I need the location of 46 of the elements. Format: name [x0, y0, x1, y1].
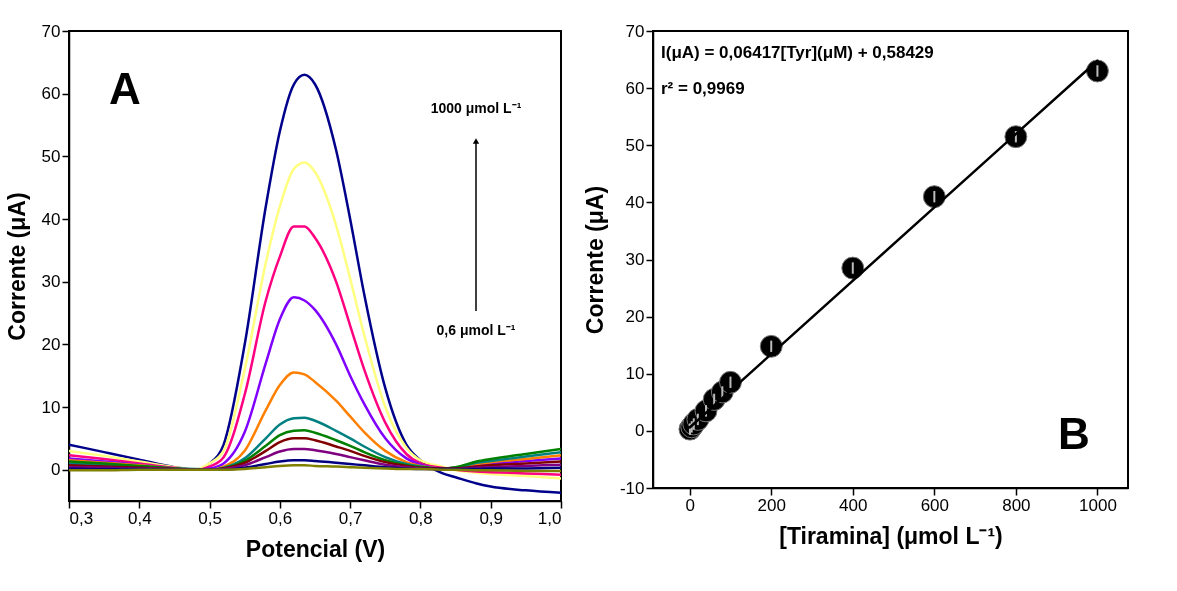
- x-tick-label: 600: [920, 495, 950, 515]
- y-tick-label: 50: [41, 146, 61, 166]
- y-tick-label: 10: [625, 364, 645, 384]
- x-tick-label: 200: [757, 495, 786, 515]
- y-tick-label: 30: [625, 250, 645, 269]
- x-tick-label: 0: [685, 495, 695, 515]
- y-axis-title: Corrente (μA): [581, 185, 608, 335]
- y-axis-title: Corrente (μA): [3, 192, 30, 341]
- annotation: 0,6 μmol L⁻¹: [436, 322, 516, 338]
- line-series: [69, 73, 561, 495]
- x-tick-label: 0,5: [198, 508, 222, 528]
- y-tick-label: -10: [619, 478, 645, 498]
- y-tick-label: 0: [635, 421, 645, 441]
- y-tick-label: 50: [625, 135, 645, 155]
- x-tick-label: 0,7: [338, 508, 363, 528]
- y-tick-label: 60: [625, 78, 645, 98]
- x-tick-label: 0,6: [268, 508, 293, 528]
- y-tick-label: 70: [625, 21, 645, 41]
- annotation: r² = 0,9969: [661, 79, 745, 98]
- y-tick-label: 20: [41, 334, 61, 354]
- y-tick-label: 60: [41, 84, 61, 104]
- x-tick-label: 0,8: [409, 508, 433, 528]
- y-tick-label: 30: [41, 272, 61, 292]
- line-series: [69, 161, 561, 480]
- x-tick-label: 1000: [1079, 495, 1117, 515]
- annotation: 1000 μmol L⁻¹: [430, 100, 522, 116]
- x-axis-title: Potencial (V): [245, 535, 386, 562]
- y-tick-label: 0: [51, 460, 61, 480]
- y-tick-label: 20: [625, 307, 645, 327]
- point: [922, 185, 946, 209]
- point: [1085, 59, 1109, 83]
- y-tick-label: 10: [41, 397, 61, 417]
- point: [841, 256, 865, 280]
- x-tick-label: 800: [1002, 495, 1031, 515]
- annotation: A: [109, 64, 141, 113]
- x-tick-label: 0,4: [127, 508, 152, 528]
- x-tick-label: 1,0: [537, 508, 562, 528]
- x-tick-label: 0,3: [69, 508, 94, 528]
- annotation: B: [1058, 409, 1090, 458]
- x-tick-label: 400: [839, 495, 868, 515]
- x-axis-title: [Tiramina] (μmol L⁻¹): [779, 522, 1003, 549]
- y-tick-label: 40: [41, 209, 61, 229]
- annotation: I(μA) = 0,06417[Tyr](μM) + 0,58429: [661, 43, 934, 62]
- x-tick-label: 0,9: [479, 508, 504, 528]
- y-tick-label: 40: [625, 192, 645, 212]
- y-tick-label: 70: [41, 21, 61, 41]
